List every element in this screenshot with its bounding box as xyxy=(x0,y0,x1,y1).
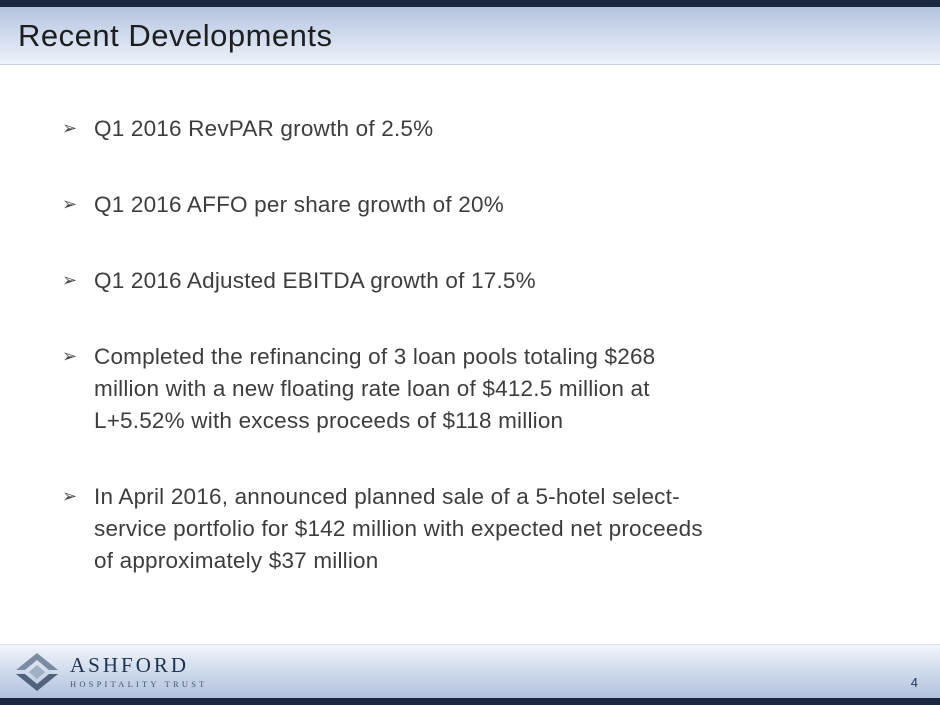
slide-title: Recent Developments xyxy=(18,17,333,53)
bullet-arrow-icon: ➢ xyxy=(62,193,78,214)
bullet-item: ➢ Completed the refinancing of 3 loan po… xyxy=(62,341,940,437)
header-bar: Recent Developments xyxy=(0,7,940,65)
bullet-text: Completed the refinancing of 3 loan pool… xyxy=(94,343,656,433)
bullet-item: ➢ Q1 2016 Adjusted EBITDA growth of 17.5… xyxy=(62,265,940,297)
top-border xyxy=(0,0,940,7)
bullet-arrow-icon: ➢ xyxy=(62,118,78,138)
bullet-text: Q1 2016 Adjusted EBITDA growth of 17.5% xyxy=(94,267,536,293)
ashford-logo-icon xyxy=(16,652,58,691)
slide-body: ➢ Q1 2016 RevPAR growth of 2.5% ➢ Q1 201… xyxy=(0,65,940,645)
bullet-item: ➢ Q1 2016 AFFO per share growth of 20% xyxy=(62,189,940,221)
logo: ASHFORD HOSPITALITY TRUST xyxy=(0,650,208,694)
footer-bar: ASHFORD HOSPITALITY TRUST 4 xyxy=(0,644,940,698)
logo-text: ASHFORD HOSPITALITY TRUST xyxy=(70,652,208,689)
bullet-item: ➢ In April 2016, announced planned sale … xyxy=(62,481,940,577)
logo-name: ASHFORD xyxy=(70,652,190,677)
bottom-border xyxy=(0,698,940,705)
bullet-arrow-icon: ➢ xyxy=(62,485,78,506)
page-number: 4 xyxy=(910,675,918,690)
bullet-item: ➢ Q1 2016 RevPAR growth of 2.5% xyxy=(62,113,940,145)
bullet-text: In April 2016, announced planned sale of… xyxy=(94,483,703,573)
bullet-text: Q1 2016 AFFO per share growth of 20% xyxy=(94,191,504,217)
bullet-list: ➢ Q1 2016 RevPAR growth of 2.5% ➢ Q1 201… xyxy=(0,65,940,576)
bullet-arrow-icon: ➢ xyxy=(62,345,78,366)
bullet-text: Q1 2016 RevPAR growth of 2.5% xyxy=(94,116,434,141)
logo-subtitle: HOSPITALITY TRUST xyxy=(70,678,208,689)
bullet-arrow-icon: ➢ xyxy=(62,269,78,290)
